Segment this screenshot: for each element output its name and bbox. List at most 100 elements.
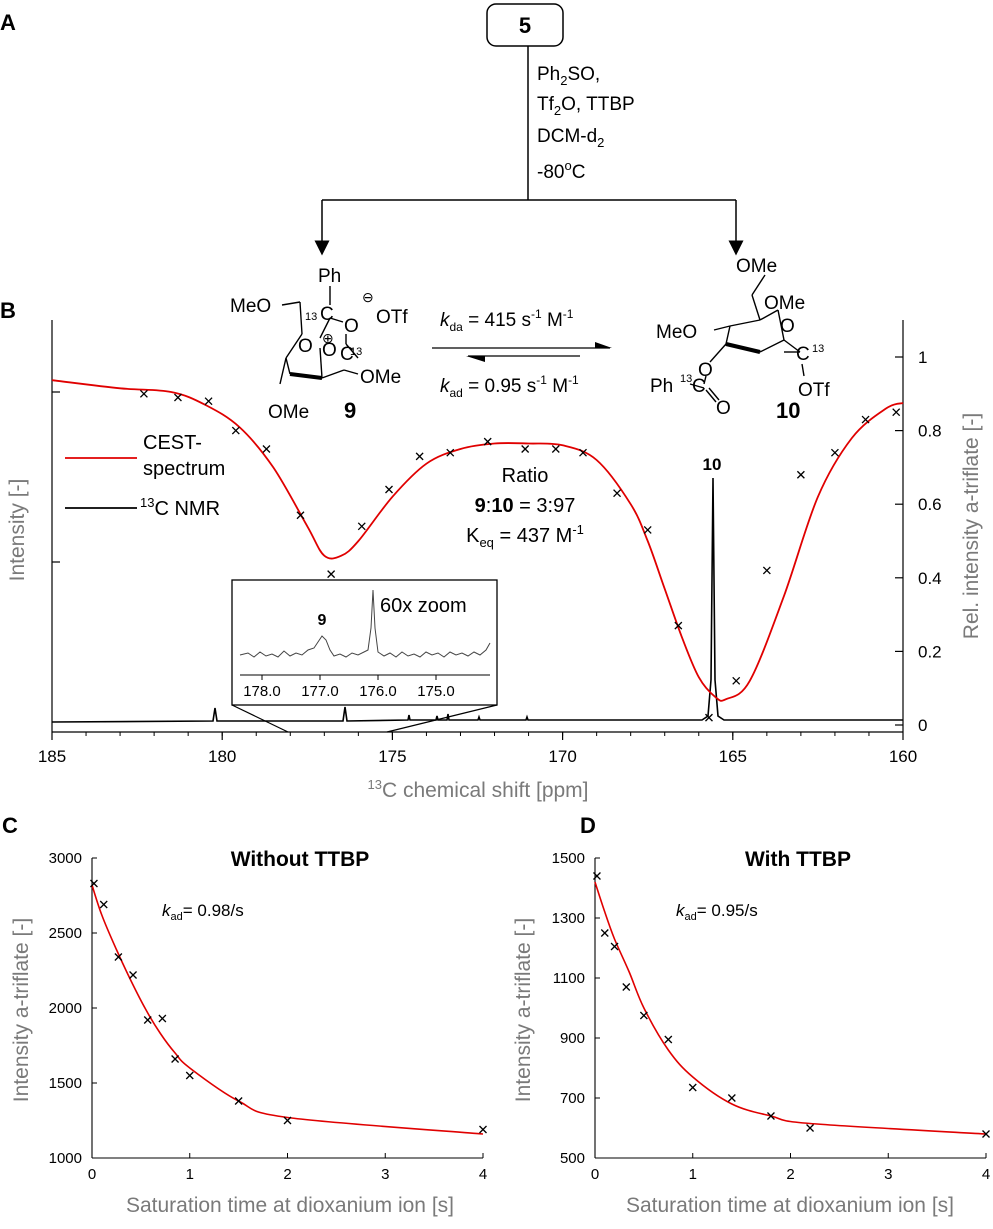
panel-b-y-tick-label: 0 [918,716,927,735]
compound-10-c: C [796,344,810,365]
panel-d-x-tick-label: 1 [689,1166,697,1183]
panel-b-y-tick-label: 0.2 [918,642,942,661]
inset-tick-label: 177.0 [301,683,339,700]
panel-c-x-tick-label: 0 [88,1166,96,1183]
compound-9-13b: 13 [350,346,362,358]
keq-label: Keq = 437 M-1 [466,522,584,550]
panel-b-ylabel-right: Rel. intensity a-triflate [-] [960,413,983,639]
panel-c-y-tick-label: 2500 [49,925,82,942]
panel-c-y-ticks: 1000 1500 2000 2500 3000 [49,850,97,1167]
compound-10-13: 13 [812,343,824,355]
k-da-label: kda = 415 s-1 M-1 [440,307,574,334]
panel-d-xlabel: Saturation time at dioxanium ion [s] [626,1194,954,1217]
compound-9-otf: OTf [376,307,408,328]
compound-10-meo: MeO [656,322,697,343]
cest-point [613,489,622,498]
legend-cest-label-2: spectrum [143,458,225,480]
compound-9-ph: Ph [318,266,341,287]
k-ad-label: kad = 0.95 s-1 M-1 [440,373,579,400]
panel-letter-a: A [0,10,16,35]
panel-d-y-tick-label: 1300 [552,910,585,927]
panel-c-point [99,900,108,909]
condition-line-2: Tf2O, TTBP [537,94,635,118]
inset-tick-label: 176.0 [359,683,397,700]
panel-d-fit-curve [594,881,987,1135]
cest-point [796,470,805,479]
cest-point [327,570,336,579]
panel-c-point [171,1055,180,1063]
compound-10-structure [689,274,805,403]
panel-c-ylabel: Intensity a-triflate [-] [10,918,33,1102]
panel-d-point [766,1112,775,1120]
compound-9-ome2: OMe [268,402,309,423]
compound-9-o1: O [344,316,359,337]
panel-d-point [622,983,631,991]
panel-c-point [158,1014,167,1023]
panel-d-point [639,1011,648,1020]
panel-b-x-tick-label: 165 [719,747,747,766]
panel-c-x-tick-label: 4 [479,1166,487,1183]
cest-point [231,426,240,435]
cest-point [139,389,148,398]
panel-d-y-ticks: 500 700 900 1100 1300 1500 [552,850,600,1167]
panel-c-x-tick-label: 1 [186,1166,194,1183]
panel-b-x-tick-label: 170 [548,747,576,766]
panel-d-x-tick-label: 3 [884,1166,892,1183]
panel-c-y-tick-label: 1000 [49,1150,82,1167]
inset-connector-left [231,704,289,733]
panel-b-xlabel: 13C chemical shift [ppm] [367,777,588,802]
panel-d-point [688,1083,697,1092]
panel-c-x-tick-label: 2 [283,1166,291,1183]
panel-d-x-tick-label: 4 [982,1166,990,1183]
start-compound-label: 5 [519,13,531,38]
panel-d-x-tick-label: 2 [786,1166,794,1183]
panel-d-y-tick-label: 900 [560,1030,585,1047]
inset-zoom-label: 60x zoom [380,595,467,617]
compound-9-13: 13 [305,311,317,323]
cest-data-points [139,389,901,722]
panel-c-point [129,971,138,979]
panel-d-y-tick-label: 1500 [552,850,585,867]
cest-point [446,448,455,457]
condition-line-1: Ph2SO, [537,64,600,88]
panel-d-point [664,1035,673,1044]
compound-9-id: 9 [344,398,356,423]
panel-c-title: Without TTBP [231,848,370,871]
reaction-scheme: 5 Ph2SO, Tf2O, TTBP DCM-d2 -80oC Ph [230,3,830,423]
cest-point [296,511,305,520]
inset-ticks: 178.0 177.0 176.0 175.0 [243,675,455,700]
panel-c-point [89,879,98,888]
panel-d-y-tick-label: 1100 [553,970,585,987]
panel-b-x-tick-label: 160 [889,747,917,766]
compound-9-ominus: ⊖ [362,289,374,305]
panel-c-y-tick-label: 2000 [49,1000,82,1017]
panel-d-kad: kad= 0.95/s [676,901,758,923]
panel-b-right-ticks: 0 0.2 0.4 0.6 0.8 1 [895,348,942,735]
panel-b-y-tick-label: 0.8 [918,422,942,441]
cest-point [762,566,771,575]
cest-point [861,415,870,424]
panel-c-x-ticks: 0 1 2 3 4 [88,1153,487,1183]
panel-c-point [185,1071,194,1080]
ratio-value: 9:10 = 3:97 [475,495,576,517]
cest-point [357,522,366,531]
cest-point [483,437,492,446]
compound-9-o2: O [298,336,313,357]
panel-d-point [982,1130,990,1138]
inset-tick-label: 175.0 [417,683,455,700]
panel-b-x-ticks: 185 180 175 170 165 160 [38,732,917,766]
panel-letter-d: D [580,813,596,838]
start-compound-box [486,3,564,47]
panel-c-fit-curve [91,884,484,1135]
legend-cest-label-1: CEST- [143,432,202,454]
panel-d-point [727,1094,736,1102]
panel-d-y-tick-label: 500 [560,1150,585,1167]
panel-d-point [600,929,609,937]
panel-b-chart: 185 180 175 170 165 160 0 0.2 0.4 0.6 0.8 1 13C ch… [6,320,983,802]
panel-b-x-tick-label: 180 [208,747,236,766]
compound-10-otf: OTf [798,380,830,401]
panel-c-point [479,1125,487,1134]
condition-line-4: -80oC [537,158,585,183]
